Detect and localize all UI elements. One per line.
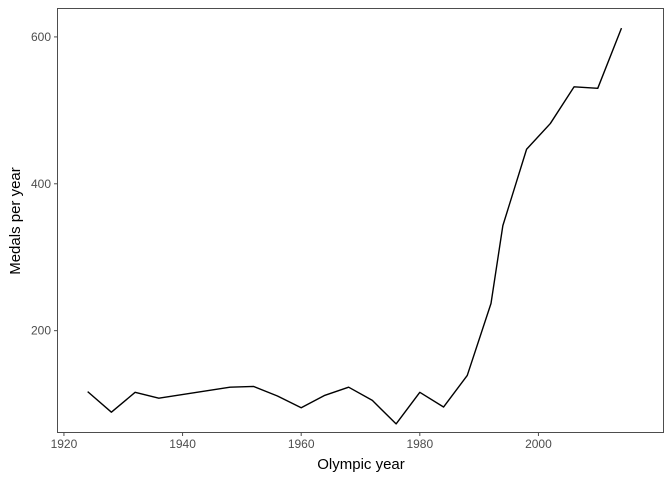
x-tick-label: 1920: [51, 437, 78, 451]
x-axis-title: Olympic year: [317, 456, 405, 473]
y-axis-ticks: 200 400 600: [31, 30, 58, 338]
y-tick-label: 400: [31, 177, 51, 191]
x-axis-ticks: 1920 1940 1960 1980 2000: [51, 432, 552, 451]
x-tick-label: 2000: [525, 437, 552, 451]
series-line: [87, 27, 623, 425]
y-tick-label: 200: [31, 324, 51, 338]
y-axis-title: Medals per year: [7, 167, 24, 275]
plot-panel: [57, 8, 664, 433]
x-tick-label: 1960: [288, 437, 315, 451]
y-tick-label: 600: [31, 30, 51, 44]
x-tick-label: 1940: [169, 437, 196, 451]
x-tick-label: 1980: [406, 437, 433, 451]
